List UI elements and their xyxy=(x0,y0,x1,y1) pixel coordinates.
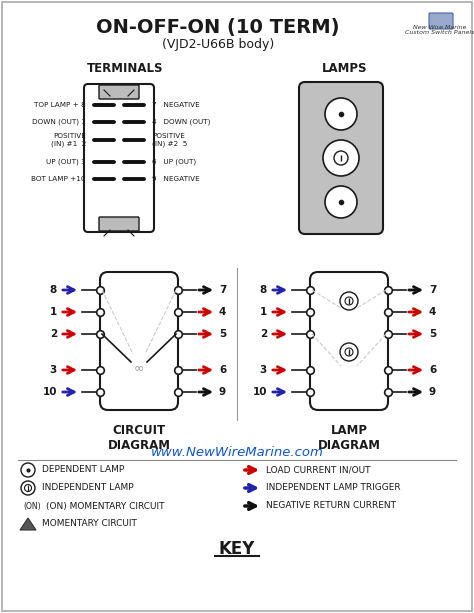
FancyBboxPatch shape xyxy=(84,84,154,232)
Circle shape xyxy=(21,463,35,477)
Text: MOMENTARY CIRCUIT: MOMENTARY CIRCUIT xyxy=(42,519,137,528)
Text: TOP LAMP + 8: TOP LAMP + 8 xyxy=(35,102,86,108)
Text: 8: 8 xyxy=(260,285,267,295)
FancyBboxPatch shape xyxy=(99,85,139,99)
Text: ON-OFF-ON (10 TERM): ON-OFF-ON (10 TERM) xyxy=(96,18,340,37)
Text: (ON): (ON) xyxy=(23,501,41,511)
Text: 7: 7 xyxy=(219,285,227,295)
Text: 9: 9 xyxy=(429,387,436,397)
Text: LOAD CURRENT IN/OUT: LOAD CURRENT IN/OUT xyxy=(266,465,371,474)
Text: CIRCUIT
DIAGRAM: CIRCUIT DIAGRAM xyxy=(108,424,171,452)
Text: INDEPENDENT LAMP: INDEPENDENT LAMP xyxy=(42,484,134,492)
Text: UP (OUT) 3: UP (OUT) 3 xyxy=(46,159,86,166)
Text: (ON) MOMENTARY CIRCUIT: (ON) MOMENTARY CIRCUIT xyxy=(46,501,164,511)
Text: KEY: KEY xyxy=(219,540,255,558)
Text: New Wire Marine
Custom Switch Panels: New Wire Marine Custom Switch Panels xyxy=(405,25,474,36)
Text: LAMPS: LAMPS xyxy=(322,62,368,75)
Circle shape xyxy=(340,343,358,361)
Text: TERMINALS: TERMINALS xyxy=(87,62,163,75)
FancyBboxPatch shape xyxy=(99,217,139,231)
Text: POSITIVE
(IN) #2  5: POSITIVE (IN) #2 5 xyxy=(152,133,187,147)
Circle shape xyxy=(323,140,359,176)
Text: 9: 9 xyxy=(219,387,226,397)
Text: 7: 7 xyxy=(429,285,437,295)
Text: 3: 3 xyxy=(50,365,57,375)
Text: ∞: ∞ xyxy=(134,362,144,375)
Text: NEGATIVE RETURN CURRENT: NEGATIVE RETURN CURRENT xyxy=(266,501,396,511)
Text: 7   NEGATIVE: 7 NEGATIVE xyxy=(152,102,200,108)
Text: 4   DOWN (OUT): 4 DOWN (OUT) xyxy=(152,119,210,125)
Text: 9   NEGATIVE: 9 NEGATIVE xyxy=(152,176,200,182)
Text: 10: 10 xyxy=(253,387,267,397)
Text: 2: 2 xyxy=(260,329,267,339)
Text: 3: 3 xyxy=(260,365,267,375)
Text: 4: 4 xyxy=(219,307,227,317)
Polygon shape xyxy=(20,518,36,530)
Text: 2: 2 xyxy=(50,329,57,339)
Text: BOT LAMP +10: BOT LAMP +10 xyxy=(31,176,86,182)
Text: POSITIVE
(IN) #1  2: POSITIVE (IN) #1 2 xyxy=(51,133,86,147)
Text: DEPENDENT LAMP: DEPENDENT LAMP xyxy=(42,465,124,474)
Circle shape xyxy=(325,98,357,130)
Text: 6   UP (OUT): 6 UP (OUT) xyxy=(152,159,196,166)
FancyBboxPatch shape xyxy=(299,82,383,234)
Text: www.NewWireMarine.com: www.NewWireMarine.com xyxy=(151,446,323,459)
Text: INDEPENDENT LAMP TRIGGER: INDEPENDENT LAMP TRIGGER xyxy=(266,484,401,492)
Text: 1: 1 xyxy=(50,307,57,317)
FancyBboxPatch shape xyxy=(429,13,453,29)
Circle shape xyxy=(340,292,358,310)
Text: 6: 6 xyxy=(429,365,436,375)
Text: LAMP
DIAGRAM: LAMP DIAGRAM xyxy=(318,424,381,452)
Text: 5: 5 xyxy=(429,329,436,339)
Circle shape xyxy=(21,481,35,495)
Text: 5: 5 xyxy=(219,329,226,339)
Text: DOWN (OUT) 1: DOWN (OUT) 1 xyxy=(32,119,86,125)
Text: 8: 8 xyxy=(50,285,57,295)
Text: (VJD2-U66B body): (VJD2-U66B body) xyxy=(162,38,274,51)
Text: 6: 6 xyxy=(219,365,226,375)
Text: 10: 10 xyxy=(43,387,57,397)
Text: 1: 1 xyxy=(260,307,267,317)
Text: 4: 4 xyxy=(429,307,437,317)
Circle shape xyxy=(325,186,357,218)
